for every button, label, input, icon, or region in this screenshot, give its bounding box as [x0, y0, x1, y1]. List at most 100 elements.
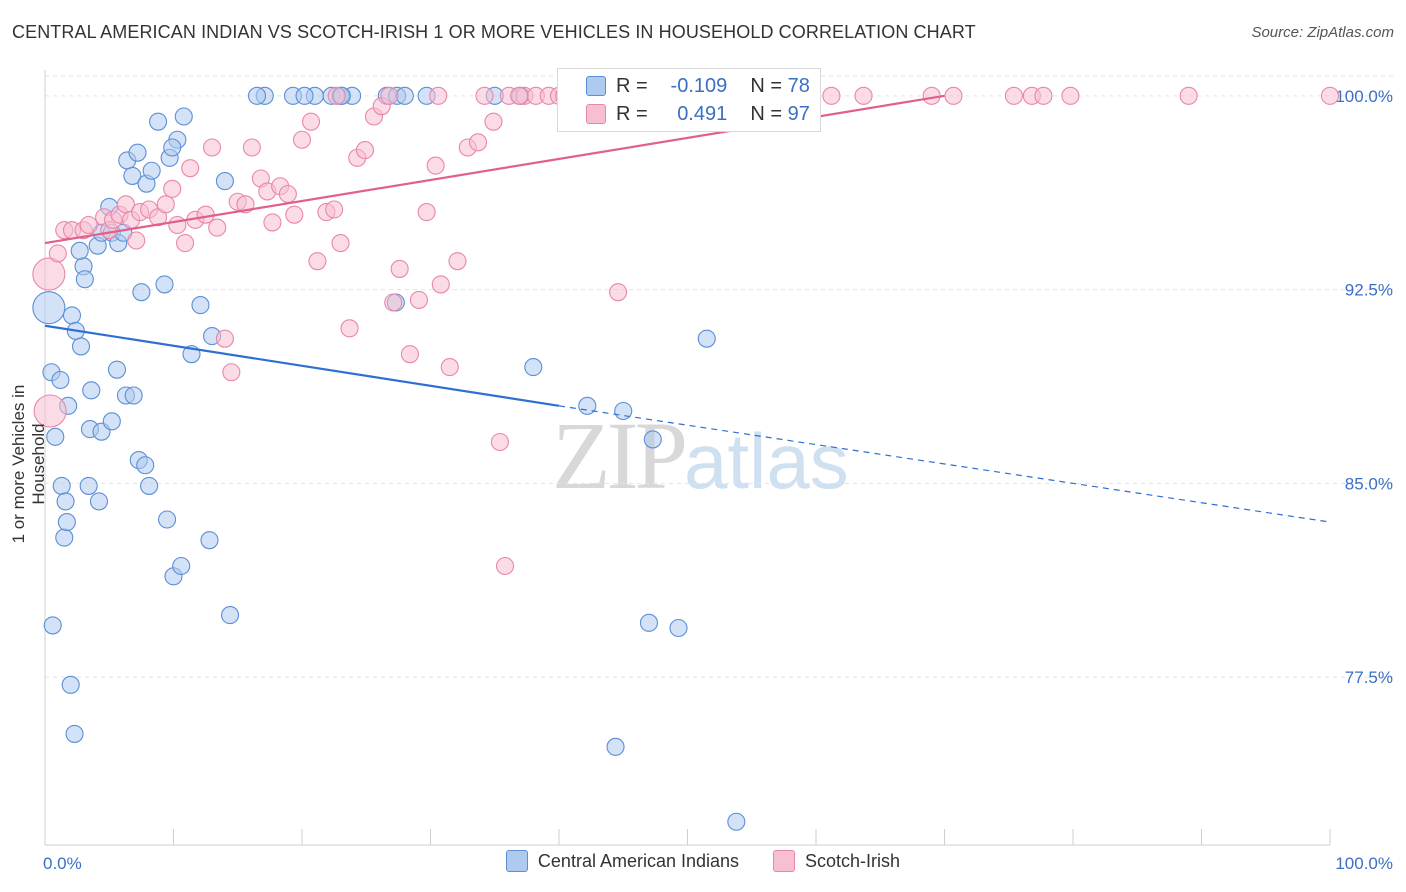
pink-point	[417, 203, 436, 222]
pink-point	[79, 215, 98, 235]
pink-point	[1061, 86, 1080, 105]
blue-point	[43, 616, 62, 635]
pink-point	[292, 130, 312, 149]
blue-point	[107, 360, 127, 379]
pink-point	[181, 159, 200, 178]
stats-row-blue: R = -0.109 N = 78	[558, 72, 820, 99]
stats-row-pink: R = 0.491 N = 97	[558, 100, 820, 127]
pink-point	[431, 275, 450, 294]
y-axis-label: 1 or more Vehicles in Household	[9, 384, 48, 544]
series-legend: Central American Indians Scotch-Irish	[0, 850, 1406, 872]
blue-point	[62, 306, 82, 325]
n-label: N =	[750, 103, 783, 125]
blue-point	[140, 476, 159, 495]
pink-point	[1320, 86, 1340, 105]
pink-point	[468, 133, 488, 152]
pink-point	[331, 234, 350, 253]
blue-point	[697, 329, 716, 348]
legend-label-blue: Central American Indians	[537, 850, 740, 871]
pink-point	[1034, 86, 1053, 105]
blue-point	[89, 492, 109, 511]
x-tick-label-min: 0.0%	[43, 854, 82, 873]
pink-point	[440, 358, 459, 377]
stats-text-pink: R = 0.491 N = 97	[616, 103, 810, 126]
n-value-blue: 78	[787, 75, 810, 97]
blue-point	[149, 112, 168, 131]
pink-point	[495, 556, 515, 576]
blue-point	[142, 161, 161, 180]
blue-point	[61, 675, 80, 694]
blue-point	[727, 812, 746, 831]
blue-point	[75, 270, 94, 289]
pink-point	[448, 252, 467, 271]
pink-point	[163, 179, 182, 198]
watermark: ZIPatlas	[552, 400, 849, 511]
n-label: N =	[750, 75, 783, 97]
pink-point	[380, 86, 399, 105]
legend-item-central-american-indians: Central American Indians	[505, 850, 740, 872]
pink-point	[355, 141, 375, 160]
blue-point	[79, 476, 98, 495]
blue-point	[163, 138, 182, 157]
pink-point	[429, 86, 448, 105]
blue-point	[395, 86, 414, 105]
blue-point	[51, 370, 70, 390]
blue-point	[191, 296, 210, 315]
blue-point	[606, 737, 625, 756]
r-label: R =	[616, 103, 648, 125]
r-value-pink: 0.491	[677, 103, 728, 125]
pink-point	[490, 432, 509, 452]
pink-point	[426, 156, 445, 175]
blue-point	[123, 166, 142, 185]
r-value-blue: -0.109	[670, 75, 728, 97]
blue-point	[52, 476, 71, 495]
pink-point	[176, 234, 195, 253]
legend-swatch-pink	[773, 850, 796, 872]
pink-point	[822, 86, 841, 105]
source-label: Source: ZipAtlas.com	[1251, 24, 1394, 41]
blue-point	[643, 430, 662, 449]
y-tick-label: 77.5%	[1345, 668, 1393, 687]
pink-point	[510, 86, 529, 105]
pink-point	[854, 86, 873, 105]
pink-point	[208, 218, 227, 237]
legend-item-scotch-irish: Scotch-Irish	[773, 850, 900, 872]
pink-point	[168, 215, 187, 235]
blue-trend-line	[44, 324, 560, 407]
blue-point	[46, 427, 65, 446]
stats-text-blue: R = -0.109 N = 78	[616, 75, 810, 98]
pink-point	[340, 319, 359, 338]
blue-point	[247, 86, 267, 105]
blue-point	[56, 492, 75, 511]
blue-point	[172, 556, 191, 576]
watermark-zip: ZIP	[552, 402, 688, 509]
blue-trend-extension	[558, 405, 1331, 523]
blue-point	[71, 337, 91, 356]
blue-point	[215, 172, 234, 191]
blue-point	[70, 241, 89, 260]
pink-point	[263, 213, 282, 232]
blue-point	[158, 510, 177, 529]
pink-point	[944, 86, 963, 105]
pink-point	[301, 112, 321, 131]
pink-point	[285, 205, 304, 224]
pink-point	[475, 86, 494, 105]
blue-point	[669, 618, 688, 638]
pink-point	[242, 138, 261, 157]
y-tick-label: 100.0%	[1335, 87, 1393, 106]
chart-title: CENTRAL AMERICAN INDIAN VS SCOTCH-IRISH …	[12, 22, 976, 42]
pink-point	[390, 259, 409, 278]
blue-point	[128, 143, 147, 162]
pink-point	[609, 283, 628, 302]
blue-point	[57, 513, 76, 532]
blue-point	[295, 86, 314, 105]
blue-point	[174, 107, 193, 126]
pink-point	[156, 195, 175, 214]
pink-point	[278, 184, 297, 204]
stats-legend: R = -0.109 N = 78 R = 0.491 N = 97	[557, 68, 821, 132]
r-label: R =	[616, 75, 648, 97]
blue-point	[55, 528, 74, 547]
y-tick-label: 92.5%	[1345, 281, 1393, 300]
x-tick-label-max: 100.0%	[1335, 854, 1393, 873]
